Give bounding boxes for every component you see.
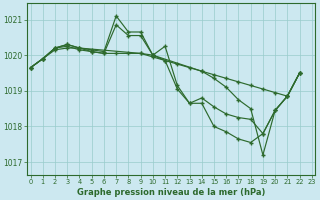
X-axis label: Graphe pression niveau de la mer (hPa): Graphe pression niveau de la mer (hPa) (77, 188, 265, 197)
